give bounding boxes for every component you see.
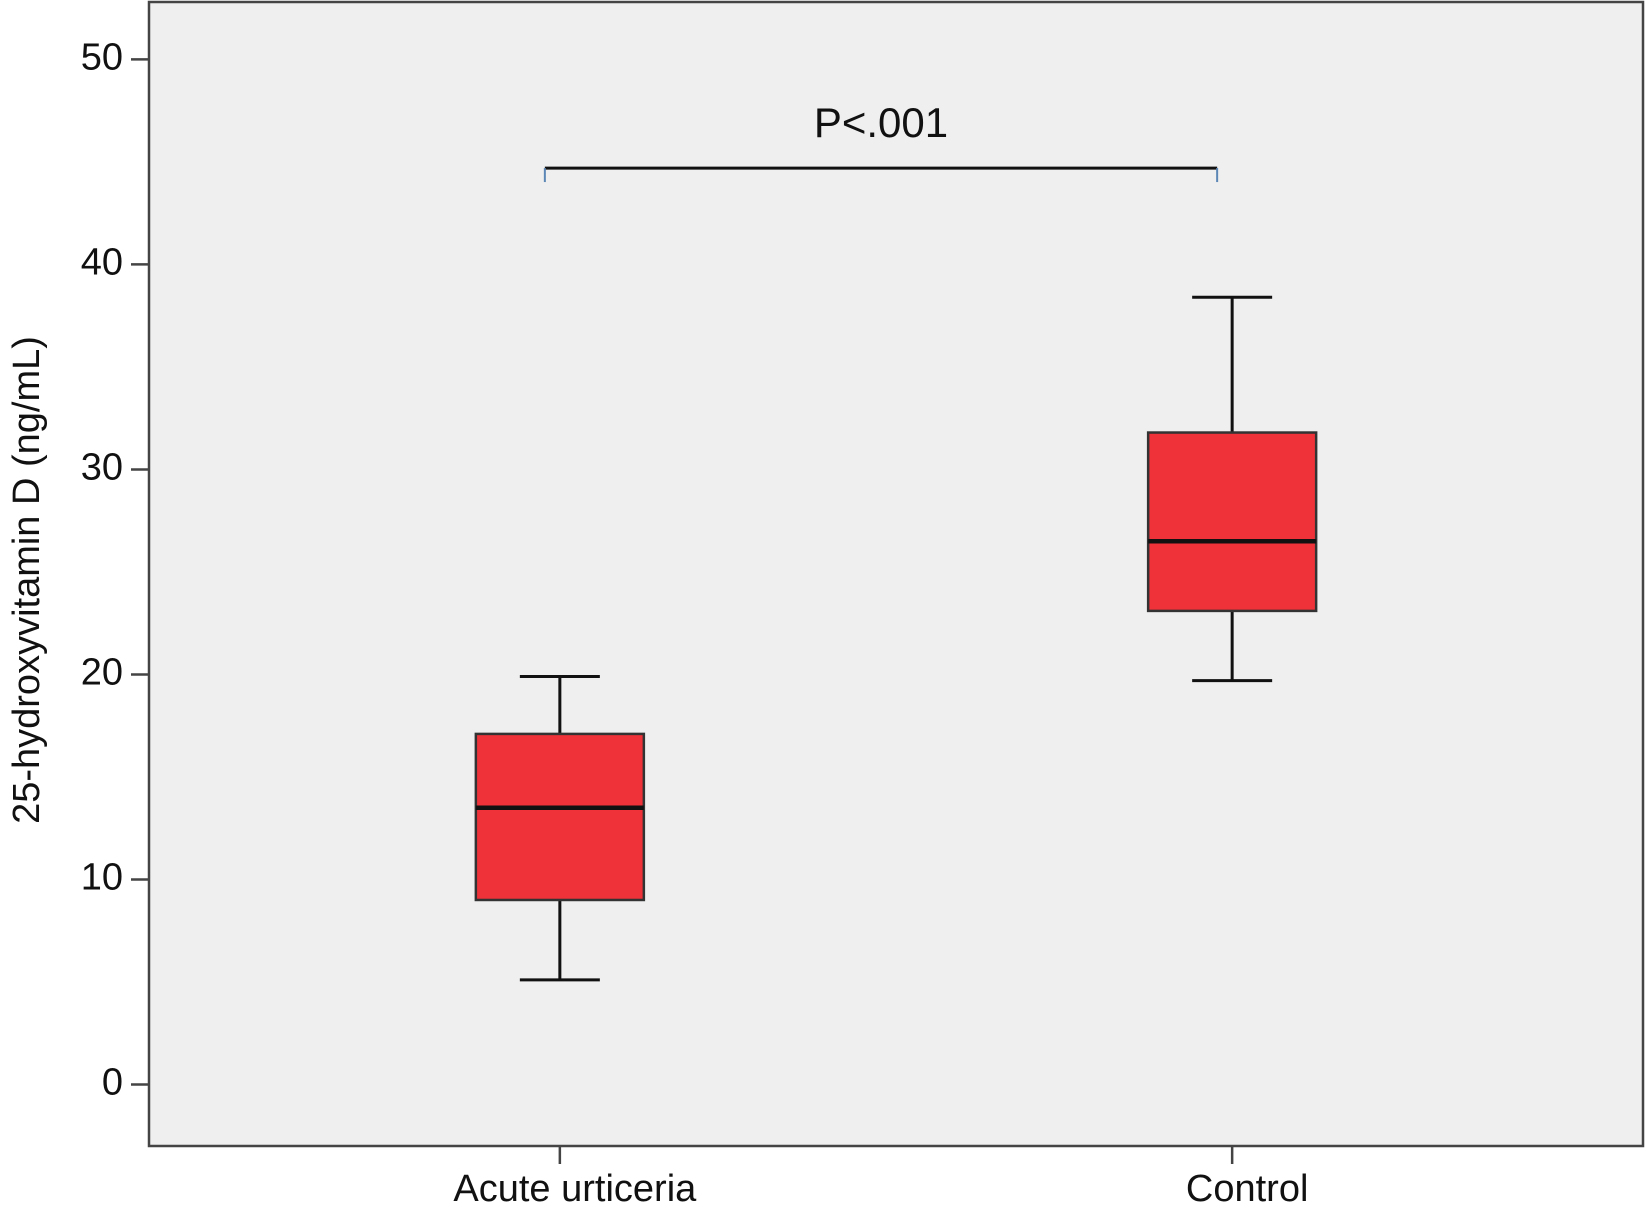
box	[1146, 431, 1318, 613]
y-tick-label: 20	[81, 651, 123, 693]
y-tick-label: 10	[81, 857, 123, 899]
x-tick-label: Control	[1186, 1168, 1309, 1210]
y-tick-label: 40	[81, 241, 123, 283]
x-tick-label: Acute urticeria	[453, 1168, 697, 1210]
annotation: P<.001	[814, 99, 948, 146]
y-tick-label: 0	[102, 1062, 123, 1104]
y-axis-label: 25-hydroxyvitamin D (ng/mL)	[6, 336, 48, 824]
y-tick-label: 50	[81, 36, 123, 78]
plot-area	[147, 0, 1645, 1148]
y-tick-label: 30	[81, 446, 123, 488]
box	[474, 732, 646, 902]
